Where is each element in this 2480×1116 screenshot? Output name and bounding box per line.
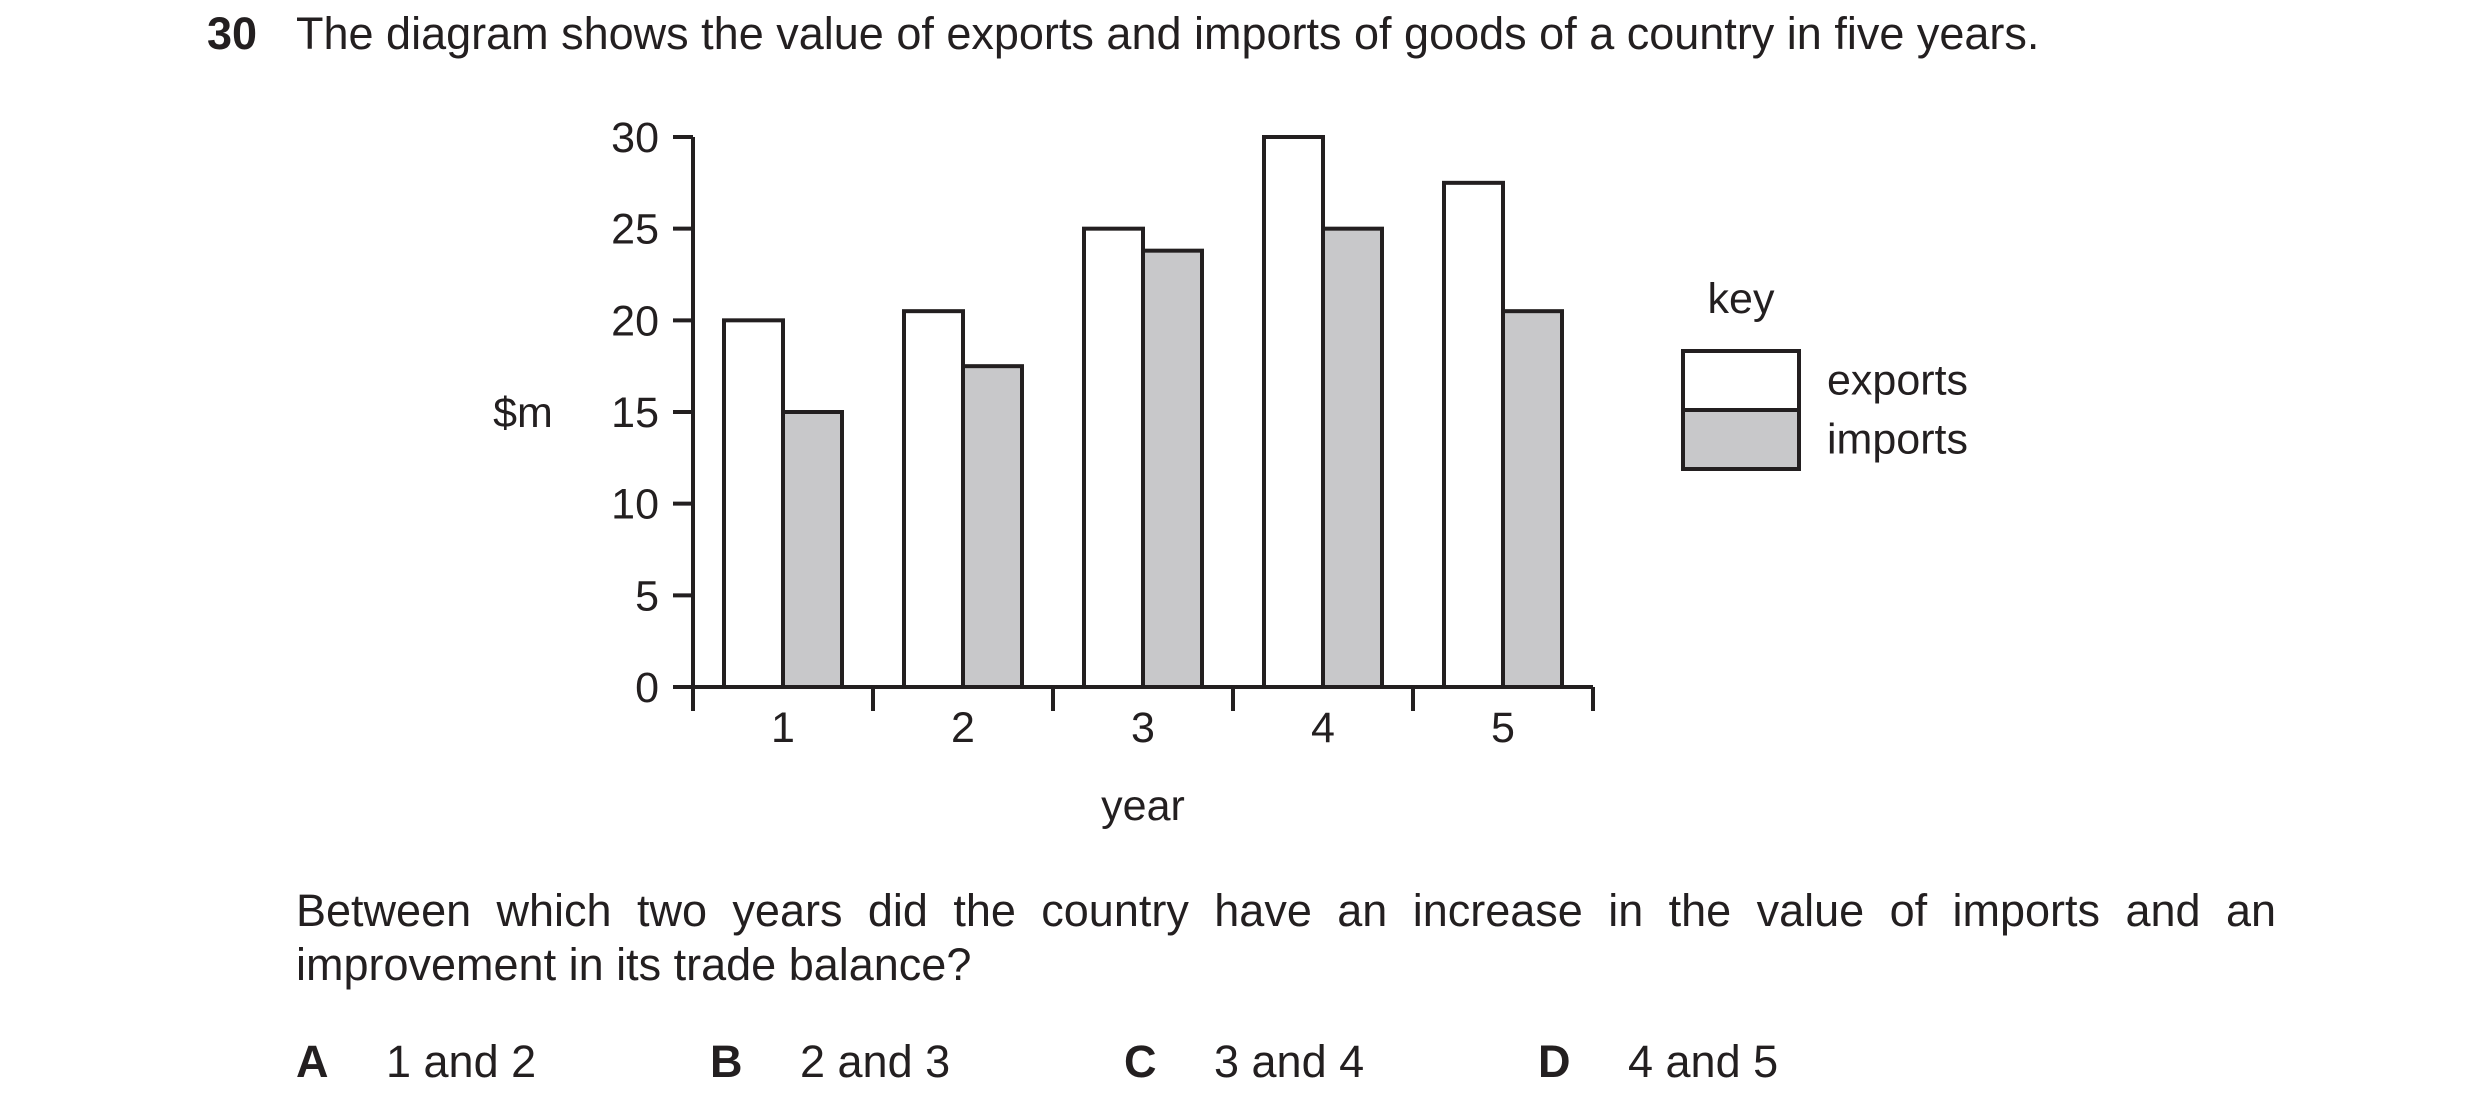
x-axis-label: year: [1101, 782, 1185, 830]
option-letter: D: [1538, 1036, 1571, 1087]
legend-items: exports imports: [1681, 349, 1968, 471]
bar-exports-3: [1082, 226, 1145, 690]
bar-group: [722, 135, 1564, 690]
x-tick-label: 3: [1131, 704, 1155, 752]
bar-imports-1: [781, 410, 844, 689]
tick-labels: 0 5 10 15 20 25 30 1 2 3 4 5: [611, 114, 1515, 752]
option-letter: A: [296, 1036, 329, 1087]
bar-exports-4: [1262, 135, 1325, 689]
legend-label-imports: imports: [1827, 416, 1968, 464]
y-tick-label: 20: [611, 297, 659, 345]
y-tick-label: 5: [635, 572, 659, 620]
option-text: 2 and 3: [800, 1036, 951, 1087]
y-tick-label: 0: [635, 664, 659, 712]
option-text: 1 and 2: [386, 1036, 537, 1087]
bar-imports-3: [1141, 248, 1204, 690]
option-d[interactable]: D 4 and 5: [1538, 1032, 1778, 1092]
legend-label-exports: exports: [1827, 357, 1968, 405]
question-stem: The diagram shows the value of exports a…: [296, 8, 2040, 59]
question-number: 30: [207, 8, 258, 59]
bar-imports-2: [961, 364, 1024, 689]
bar-chart: 0 5 10 15 20 25 30 1 2 3 4 5 $m year key exports imp…: [493, 114, 1968, 830]
chart-axes: [673, 135, 1595, 711]
y-axis-label: $m: [493, 389, 553, 437]
legend: key exports imports: [1681, 275, 1968, 471]
legend-swatch-imports: [1681, 408, 1801, 471]
option-text: 4 and 5: [1628, 1036, 1779, 1087]
option-b[interactable]: B 2 and 3: [710, 1032, 950, 1092]
bar-exports-1: [722, 318, 785, 689]
x-tick-label: 5: [1491, 704, 1515, 752]
legend-title: key: [1708, 275, 1775, 323]
y-tick-label: 10: [611, 481, 659, 529]
x-tick-label: 1: [771, 704, 795, 752]
y-tick-label: 15: [611, 389, 659, 437]
bar-imports-5: [1501, 309, 1564, 689]
bar-exports-5: [1442, 180, 1505, 689]
option-letter: C: [1124, 1036, 1157, 1087]
option-text: 3 and 4: [1214, 1036, 1365, 1087]
bar-exports-2: [902, 309, 965, 689]
option-letter: B: [710, 1036, 743, 1087]
option-c[interactable]: C 3 and 4: [1124, 1032, 1364, 1092]
option-a[interactable]: A 1 and 2: [296, 1032, 536, 1092]
x-tick-label: 2: [951, 704, 975, 752]
question-prompt: Between which two years did the country …: [296, 885, 2276, 990]
legend-swatch-exports: [1681, 349, 1801, 412]
y-tick-label: 25: [611, 206, 659, 254]
bar-imports-4: [1321, 226, 1384, 690]
y-tick-label: 30: [611, 114, 659, 162]
x-tick-label: 4: [1311, 704, 1335, 752]
